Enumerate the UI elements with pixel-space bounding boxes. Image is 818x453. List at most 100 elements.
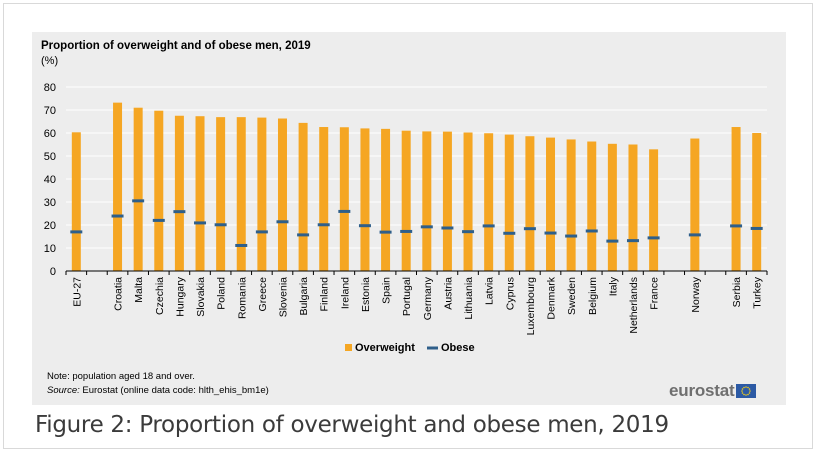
- overweight-bar-lithuania: [463, 132, 473, 271]
- x-tick-label-sweden: Sweden: [566, 277, 578, 315]
- obese-marker-croatia: [111, 214, 124, 218]
- overweight-bar-portugal: [401, 130, 411, 271]
- x-tick-label-germany: Germany: [422, 276, 434, 320]
- x-tick-label-croatia: Croatia: [113, 277, 125, 311]
- obese-marker-denmark: [544, 231, 557, 235]
- overweight-bar-germany: [422, 131, 432, 271]
- overweight-bar-ireland: [339, 127, 349, 271]
- obese-marker-ireland: [338, 209, 351, 213]
- obese-marker-slovenia: [276, 220, 289, 224]
- overweight-bar-luxembourg: [525, 136, 535, 271]
- y-tick-label-0: 0: [50, 266, 56, 278]
- x-tick-label-cyprus: Cyprus: [504, 277, 516, 310]
- overweight-bar-eu-27: [71, 132, 81, 271]
- x-tick-label-spain: Spain: [381, 277, 393, 304]
- overweight-bar-romania: [236, 117, 246, 271]
- overweight-bars: [71, 102, 762, 272]
- x-tick-label-malta: Malta: [133, 277, 145, 303]
- x-tick-label-greece: Greece: [257, 277, 269, 312]
- x-axis-labels: EU-27 Croatia Malta Czechia Hungary Slovakia P…: [71, 276, 763, 335]
- overweight-bar-cyprus: [504, 134, 514, 271]
- x-tick-label-finland: Finland: [319, 277, 331, 312]
- overweight-bar-austria: [442, 131, 452, 271]
- obese-marker-lithuania: [462, 230, 475, 234]
- overweight-bar-czechia: [154, 110, 164, 271]
- chart-note: Note: population aged 18 and over.: [47, 371, 195, 382]
- overweight-bar-denmark: [546, 137, 556, 271]
- y-tick-label-30: 30: [44, 197, 56, 209]
- obese-markers: [70, 199, 763, 247]
- obese-marker-slovakia: [194, 221, 207, 225]
- y-tick-label-60: 60: [44, 128, 56, 140]
- obese-marker-estonia: [358, 224, 371, 228]
- obese-marker-greece: [255, 230, 268, 234]
- overweight-bar-serbia: [731, 127, 741, 272]
- overweight-bar-turkey: [752, 133, 762, 271]
- overweight-bar-hungary: [174, 115, 184, 271]
- overweight-bar-estonia: [360, 128, 370, 271]
- obese-marker-eu-27: [70, 230, 83, 234]
- y-tick-label-20: 20: [44, 220, 56, 232]
- obese-marker-finland: [317, 223, 330, 227]
- x-tick-label-bulgaria: Bulgaria: [298, 277, 310, 316]
- y-tick-label-80: 80: [44, 82, 56, 94]
- overweight-bar-belgium: [587, 141, 597, 271]
- x-tick-label-slovenia: Slovenia: [277, 277, 289, 317]
- x-tick-label-france: France: [649, 277, 661, 310]
- x-axis: [65, 270, 768, 275]
- overweight-bar-spain: [381, 128, 391, 271]
- x-tick-label-eu-27: EU-27: [71, 277, 83, 307]
- x-tick-label-poland: Poland: [216, 277, 228, 310]
- gridlines: [66, 86, 767, 249]
- obese-marker-austria: [441, 226, 454, 230]
- x-tick-label-belgium: Belgium: [587, 277, 599, 315]
- overweight-bar-croatia: [113, 102, 123, 271]
- x-tick-label-turkey: Turkey: [752, 276, 764, 308]
- x-tick-label-netherlands: Netherlands: [628, 277, 640, 334]
- obese-marker-sweden: [565, 234, 578, 238]
- obese-marker-czechia: [152, 218, 165, 222]
- overweight-bar-netherlands: [628, 144, 638, 271]
- source-label: Source:: [47, 385, 80, 396]
- x-tick-label-italy: Italy: [607, 276, 619, 296]
- x-tick-label-luxembourg: Luxembourg: [525, 277, 537, 336]
- obese-marker-turkey: [750, 226, 763, 230]
- y-tick-label-10: 10: [44, 243, 56, 255]
- chart-title: Proportion of overweight and of obese me…: [41, 40, 311, 52]
- y-axis-unit: (%): [41, 55, 59, 67]
- legend-overweight-label: Overweight: [355, 342, 415, 354]
- overweight-bar-bulgaria: [298, 122, 308, 271]
- eu-flag-icon: [736, 384, 757, 398]
- obese-marker-hungary: [173, 210, 186, 214]
- obese-marker-cyprus: [503, 231, 516, 235]
- obese-marker-poland: [214, 223, 227, 227]
- overweight-bar-malta: [133, 107, 143, 271]
- x-tick-label-slovakia: Slovakia: [195, 277, 207, 317]
- obese-marker-spain: [379, 230, 392, 234]
- x-tick-label-denmark: Denmark: [546, 276, 558, 319]
- source-text: Eurostat (online data code: hlth_ehis_bm…: [79, 385, 269, 396]
- legend-overweight-swatch: [345, 344, 352, 351]
- obese-marker-netherlands: [626, 239, 639, 243]
- obese-marker-france: [647, 236, 660, 240]
- obese-marker-portugal: [400, 229, 413, 233]
- overweight-bar-slovenia: [277, 118, 287, 271]
- y-tick-label-70: 70: [44, 105, 56, 117]
- x-tick-label-ireland: Ireland: [339, 277, 351, 309]
- chart-source: Source: Eurostat (online data code: hlth…: [47, 385, 269, 396]
- figure-caption: Figure 2: Proportion of overweight and o…: [35, 412, 669, 438]
- obese-marker-malta: [132, 199, 145, 203]
- x-tick-label-portugal: Portugal: [401, 277, 413, 316]
- x-tick-label-romania: Romania: [236, 277, 248, 319]
- overweight-bar-sweden: [566, 139, 576, 271]
- obese-marker-bulgaria: [297, 233, 310, 237]
- overweight-bar-greece: [257, 117, 267, 271]
- overweight-bar-norway: [690, 138, 700, 271]
- obese-marker-serbia: [730, 224, 743, 228]
- y-axis-ticks: 0 10 20 30 40 50 60 70 80: [44, 82, 56, 278]
- eurostat-logo-text: eurostat: [669, 381, 735, 400]
- legend-obese-label: Obese: [441, 342, 475, 354]
- obese-marker-romania: [235, 243, 248, 247]
- legend-obese-swatch: [427, 346, 438, 350]
